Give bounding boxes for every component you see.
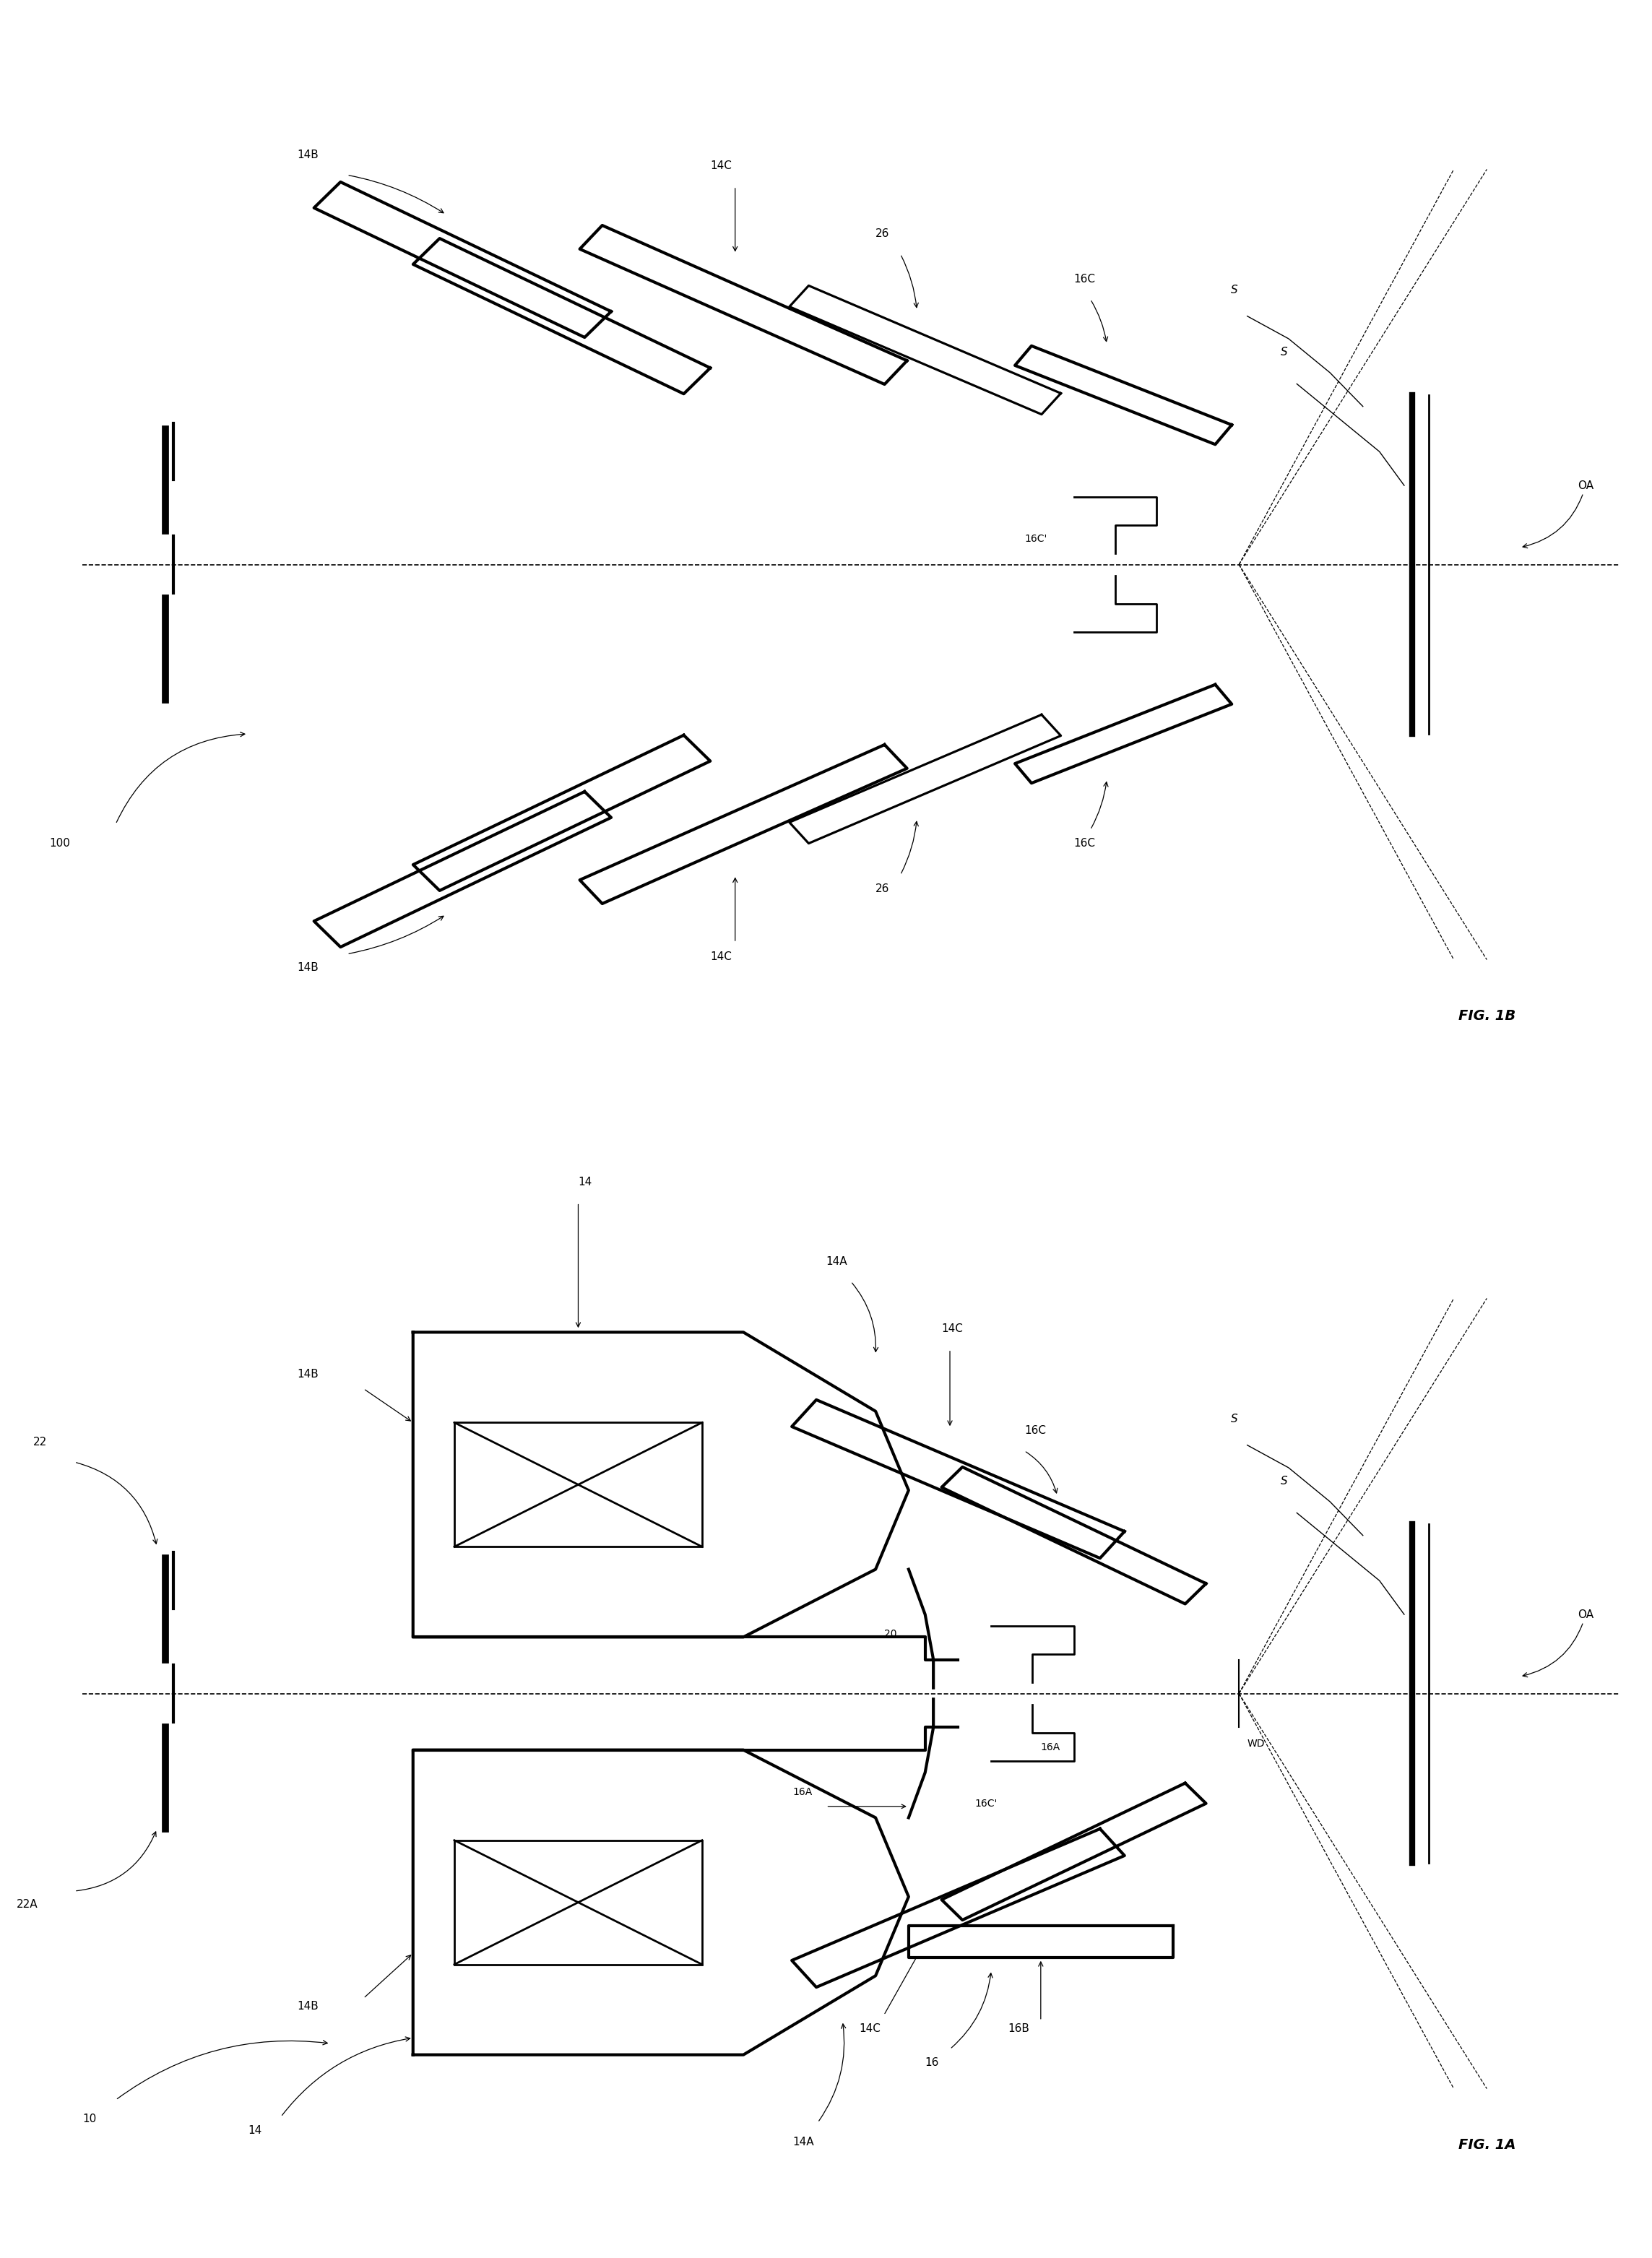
Text: 10: 10: [83, 2113, 96, 2125]
Text: 14B: 14B: [297, 962, 319, 973]
Polygon shape: [580, 745, 907, 903]
Text: OA: OA: [1523, 481, 1594, 549]
Text: 16C: 16C: [1024, 1425, 1046, 1436]
Text: 26: 26: [876, 228, 889, 239]
Polygon shape: [413, 1332, 909, 1637]
Polygon shape: [791, 1400, 1125, 1558]
Text: 16C: 16C: [1074, 838, 1095, 849]
Polygon shape: [413, 239, 710, 393]
Text: S: S: [1280, 348, 1287, 357]
Polygon shape: [413, 736, 710, 890]
Bar: [454, 1840, 702, 1964]
Text: 14B: 14B: [297, 2001, 319, 2012]
Text: S: S: [1280, 1477, 1287, 1486]
Text: 14B: 14B: [297, 149, 319, 160]
Polygon shape: [580, 226, 907, 384]
Text: 22: 22: [33, 1436, 46, 1447]
Polygon shape: [1014, 684, 1232, 784]
Text: 14C: 14C: [710, 160, 732, 172]
Polygon shape: [790, 285, 1061, 415]
Text: S: S: [1231, 285, 1237, 296]
Text: 16C: 16C: [1074, 273, 1095, 285]
Bar: [454, 1423, 702, 1547]
Polygon shape: [791, 1829, 1125, 1987]
Polygon shape: [942, 1468, 1206, 1603]
Text: 16C': 16C': [975, 1797, 998, 1809]
Polygon shape: [413, 1750, 909, 2055]
Polygon shape: [909, 1926, 1173, 1958]
Text: 100: 100: [50, 838, 71, 849]
Text: 14A: 14A: [793, 2136, 814, 2147]
Text: FIG. 1B: FIG. 1B: [1459, 1009, 1515, 1023]
Polygon shape: [942, 1784, 1206, 1919]
Text: 16A: 16A: [1041, 1741, 1061, 1752]
Text: 22A: 22A: [17, 1899, 38, 1910]
Text: OA: OA: [1523, 1610, 1594, 1678]
Text: 14: 14: [248, 2125, 261, 2136]
Text: 14B: 14B: [297, 1368, 319, 1380]
Text: 14: 14: [578, 1176, 591, 1188]
Polygon shape: [314, 183, 611, 336]
Text: 26: 26: [876, 883, 889, 894]
Polygon shape: [1014, 345, 1232, 445]
Polygon shape: [790, 714, 1061, 844]
Text: 16: 16: [925, 2057, 938, 2068]
Text: 16A: 16A: [793, 1786, 813, 1797]
Text: 16C: 16C: [909, 1933, 930, 1944]
Text: S: S: [1231, 1414, 1237, 1425]
Text: 14C: 14C: [942, 1323, 963, 1334]
Text: 14C: 14C: [710, 951, 732, 962]
Text: FIG. 1A: FIG. 1A: [1459, 2138, 1515, 2152]
Text: 20: 20: [884, 1628, 897, 1639]
Text: 14C: 14C: [859, 2023, 881, 2034]
Text: 16C': 16C': [1024, 533, 1047, 544]
Text: 14A: 14A: [826, 1255, 847, 1267]
Text: 16B: 16B: [1008, 2023, 1029, 2034]
Polygon shape: [314, 793, 611, 946]
Text: WD: WD: [1247, 1739, 1265, 1748]
